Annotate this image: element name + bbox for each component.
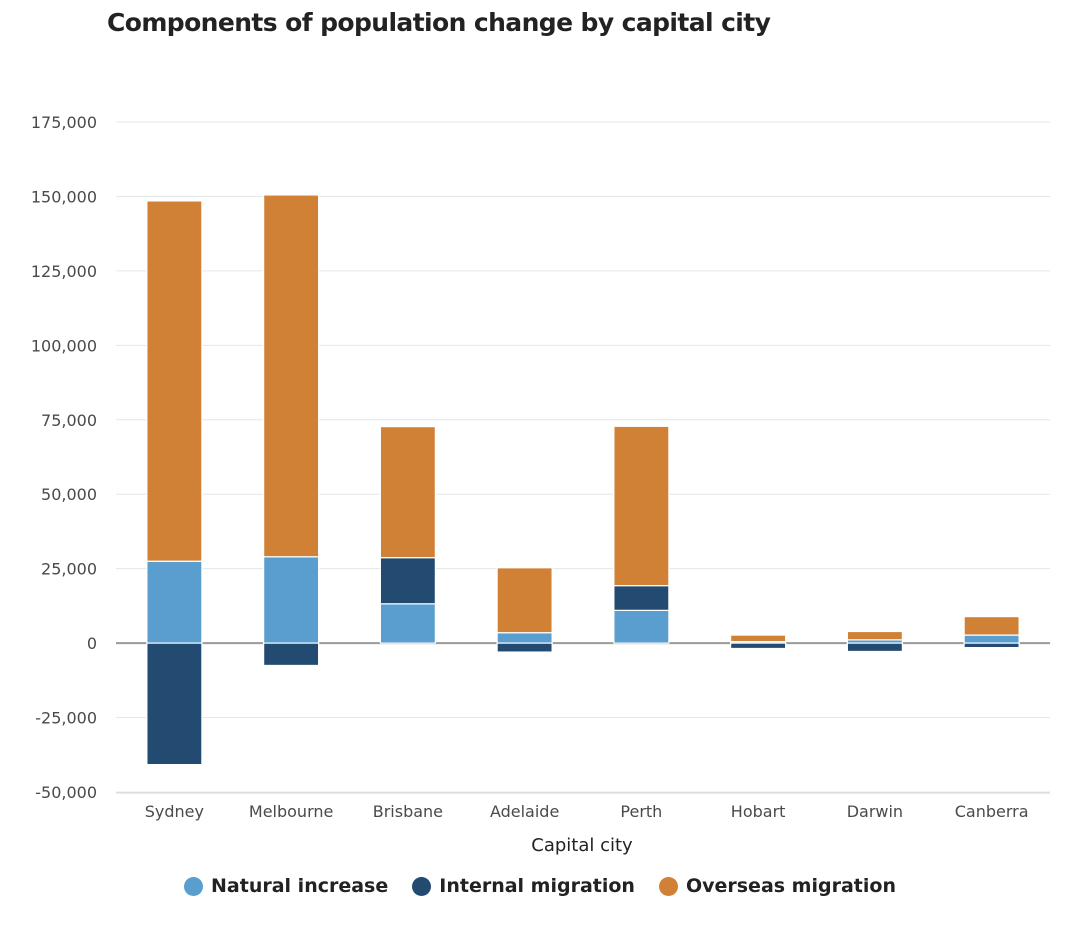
legend-label-internal-migration: Internal migration	[439, 875, 635, 897]
x-tick-label: Darwin	[847, 802, 903, 821]
bar-overseas-migration-adelaide	[496, 567, 553, 634]
x-axis-title: Capital city	[531, 835, 633, 856]
bar-overseas-migration-melbourne	[263, 194, 320, 558]
y-tick-label: 150,000	[31, 187, 97, 206]
bar-internal-migration-perth	[613, 585, 670, 611]
y-tick-label: 50,000	[41, 485, 97, 504]
bar-overseas-migration-hobart	[730, 634, 787, 643]
y-tick-label: 100,000	[31, 336, 97, 355]
bar-overseas-migration-darwin	[846, 630, 903, 641]
y-tick-label: 25,000	[41, 560, 97, 579]
y-tick-label: 175,000	[31, 113, 97, 132]
bar-natural-increase-brisbane	[379, 603, 436, 644]
y-tick-label: -25,000	[35, 709, 97, 728]
y-tick-label: 0	[87, 634, 97, 653]
bar-internal-migration-hobart	[730, 642, 787, 650]
bar-natural-increase-melbourne	[263, 556, 320, 644]
legend-item-internal-migration[interactable]: Internal migration	[412, 875, 635, 897]
y-tick-label: 125,000	[31, 262, 97, 281]
bar-internal-migration-melbourne	[263, 642, 320, 667]
bar-overseas-migration-brisbane	[379, 426, 436, 559]
y-tick-label: 75,000	[41, 411, 97, 430]
x-tick-label: Perth	[620, 802, 662, 821]
x-tick-label: Adelaide	[490, 802, 559, 821]
x-tick-label: Hobart	[731, 802, 786, 821]
bar-internal-migration-adelaide	[496, 642, 553, 653]
bar-overseas-migration-perth	[613, 425, 670, 587]
bar-natural-increase-adelaide	[496, 632, 553, 644]
legend-item-natural-increase[interactable]: Natural increase	[184, 875, 388, 897]
chart-legend: Natural increase Internal migration Over…	[0, 875, 1080, 897]
bar-internal-migration-canberra	[963, 642, 1020, 649]
bar-overseas-migration-sydney	[146, 200, 203, 562]
legend-item-overseas-migration[interactable]: Overseas migration	[658, 875, 896, 897]
bar-natural-increase-sydney	[146, 560, 203, 644]
x-tick-label: Canberra	[955, 802, 1029, 821]
bar-natural-increase-perth	[613, 609, 670, 644]
legend-swatch-overseas-migration	[658, 876, 678, 896]
bar-internal-migration-sydney	[146, 642, 203, 766]
bar-overseas-migration-canberra	[963, 616, 1020, 636]
legend-swatch-natural-increase	[184, 876, 204, 896]
bar-natural-increase-canberra	[963, 634, 1020, 644]
x-tick-label: Sydney	[145, 802, 204, 821]
legend-swatch-internal-migration	[412, 876, 432, 896]
bar-internal-migration-darwin	[846, 642, 903, 653]
x-tick-label: Brisbane	[373, 802, 443, 821]
y-tick-label: -50,000	[35, 783, 97, 802]
chart-title: Components of population change by capit…	[107, 8, 771, 37]
legend-label-natural-increase: Natural increase	[211, 875, 389, 897]
bar-internal-migration-brisbane	[379, 557, 436, 605]
x-tick-label: Melbourne	[249, 802, 333, 821]
legend-label-overseas-migration: Overseas migration	[685, 875, 896, 897]
